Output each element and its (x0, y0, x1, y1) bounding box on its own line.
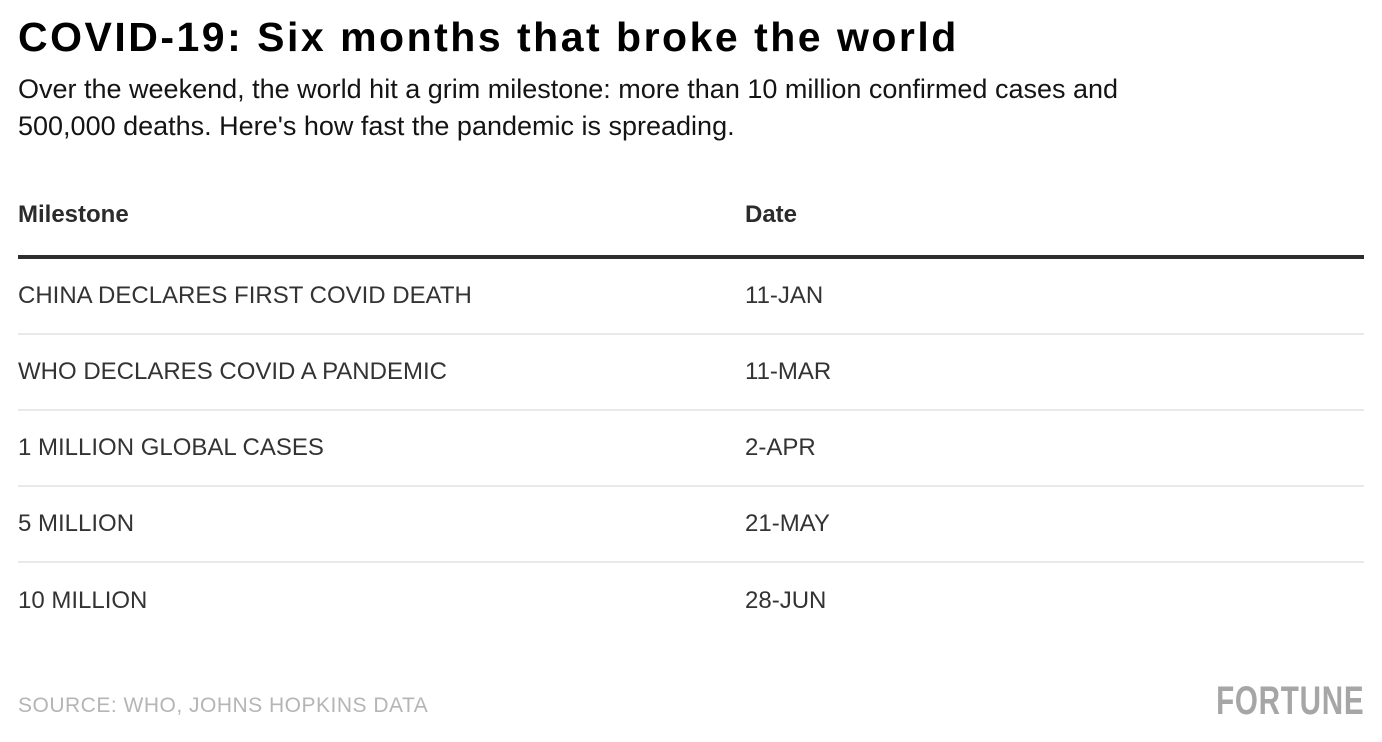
table-row: 10 MILLION 28-JUN (18, 563, 1364, 639)
date-cell: 2-APR (745, 434, 816, 462)
milestone-cell: 10 MILLION (18, 587, 148, 615)
column-header-milestone: Milestone (18, 201, 129, 229)
table-row: WHO DECLARES COVID A PANDEMIC 11-MAR (18, 335, 1364, 412)
date-cell: 28-JUN (745, 587, 827, 615)
milestones-table: Milestone Date CHINA DECLARES FIRST COVI… (18, 201, 1364, 639)
table-row: 5 MILLION 21-MAY (18, 487, 1364, 564)
footer: SOURCE: WHO, JOHNS HOPKINS DATA FORTUNE (18, 679, 1364, 723)
table-header-row: Milestone Date (18, 201, 1364, 260)
milestone-cell: 5 MILLION (18, 510, 135, 538)
date-cell: 21-MAY (745, 510, 830, 538)
milestone-cell: WHO DECLARES COVID A PANDEMIC (18, 358, 447, 386)
source-attribution: SOURCE: WHO, JOHNS HOPKINS DATA (18, 694, 429, 717)
fortune-logo: FORTUNE (1215, 679, 1364, 723)
page-subtitle: Over the weekend, the world hit a grim m… (18, 71, 1364, 145)
milestone-cell: 1 MILLION GLOBAL CASES (18, 434, 324, 462)
table-row: 1 MILLION GLOBAL CASES 2-APR (18, 411, 1364, 488)
subtitle-line-1: Over the weekend, the world hit a grim m… (18, 74, 1119, 105)
date-cell: 11-JAN (745, 282, 824, 310)
table-row: CHINA DECLARES FIRST COVID DEATH 11-JAN (18, 259, 1364, 336)
date-cell: 11-MAR (745, 358, 832, 386)
column-header-date: Date (745, 201, 798, 229)
milestone-cell: CHINA DECLARES FIRST COVID DEATH (18, 282, 472, 310)
page-title: COVID-19: Six months that broke the worl… (18, 14, 959, 60)
subtitle-line-2: 500,000 deaths. Here's how fast the pand… (18, 111, 735, 142)
